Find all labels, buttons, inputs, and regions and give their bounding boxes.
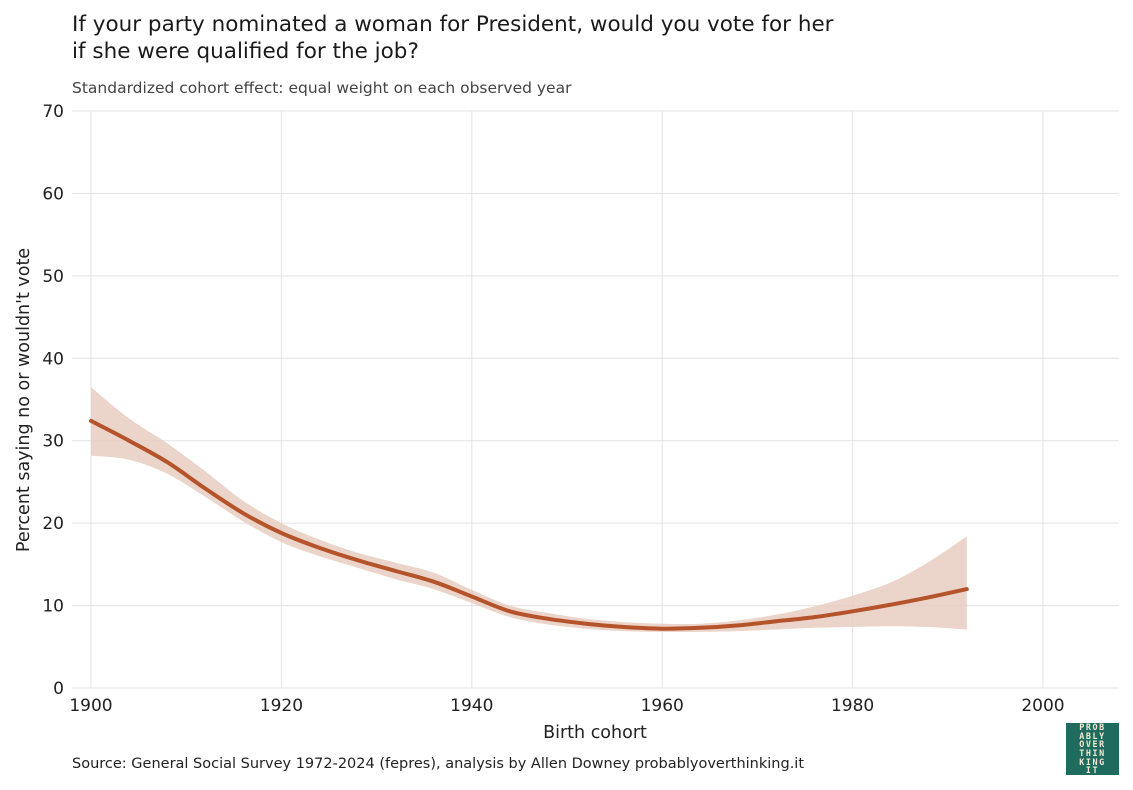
x-tick-label: 2000 [1021, 696, 1064, 716]
y-tick-label: 20 [42, 514, 64, 534]
logo-text-line: OVER [1079, 739, 1106, 750]
trend-line [89, 418, 969, 631]
x-tick-labels: 1900 1920 1940 1960 1980 2000 [69, 696, 1064, 716]
y-axis-label: Percent saying no or wouldn't vote [14, 248, 34, 552]
chart-title: If your party nominated a woman for Pres… [72, 12, 834, 64]
logo-text-line: THIN [1079, 748, 1106, 758]
x-tick-label: 1900 [69, 696, 112, 716]
logo-text-line: KING [1079, 756, 1106, 767]
y-tick-label: 40 [42, 349, 64, 369]
logo-text-line: IT [1085, 765, 1100, 776]
y-tick-labels: 0 10 20 30 40 50 60 70 [42, 102, 64, 699]
y-tick-label: 0 [53, 679, 64, 699]
x-tick-label: 1960 [641, 696, 684, 716]
logo-text-line: ABLY [1079, 730, 1106, 741]
confidence-band [91, 387, 967, 633]
logo-text-line: PROB [1079, 722, 1106, 733]
y-tick-label: 70 [42, 102, 64, 122]
x-tick-label: 1920 [260, 696, 303, 716]
y-tick-label: 30 [42, 432, 64, 452]
x-axis-label: Birth cohort [543, 723, 647, 743]
probably-overthinking-it-logo: PROB ABLY OVER THIN KING IT [1066, 723, 1119, 775]
y-tick-label: 50 [42, 267, 64, 287]
source-note: Source: General Social Survey 1972-2024 … [72, 756, 805, 772]
y-tick-label: 60 [42, 184, 64, 204]
chart-subtitle: Standardized cohort effect: equal weight… [72, 79, 572, 97]
x-tick-label: 1980 [831, 696, 874, 716]
x-tick-label: 1940 [450, 696, 493, 716]
y-tick-label: 10 [42, 597, 64, 617]
